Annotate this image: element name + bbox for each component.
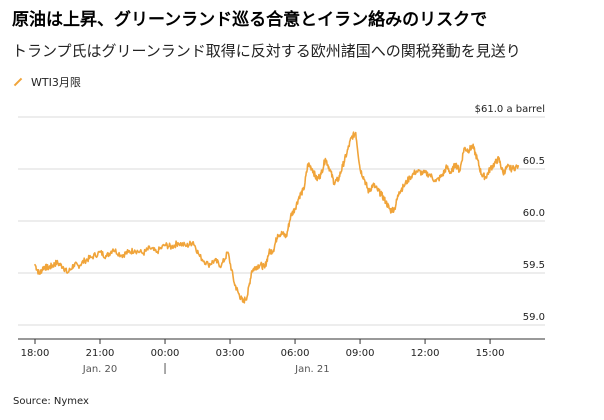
y-tick-label: 60.5	[523, 156, 545, 167]
x-tick-label: 15:00	[476, 348, 505, 359]
x-tick-label: 00:00	[151, 348, 180, 359]
series-line	[34, 131, 520, 304]
y-tick-label: 59.0	[523, 312, 545, 323]
y-tick-label: $61.0 a barrel	[475, 104, 545, 115]
y-axis-labels: $61.0 a barrel 60.5 60.0 59.5 59.0	[475, 104, 545, 323]
series-layer	[34, 131, 520, 304]
x-tick-label: 21:00	[86, 348, 115, 359]
x-tick-label: 06:00	[281, 348, 310, 359]
x-tick-label: 09:00	[346, 348, 375, 359]
x-tick-label: 12:00	[411, 348, 440, 359]
chart-title: 原油は上昇、グリーンランド巡る合意とイラン絡みのリスクで	[12, 10, 488, 30]
legend: WTI3月限	[13, 74, 81, 90]
source-note: Source: Nymex	[13, 396, 89, 407]
chart-subtitle: トランプ氏はグリーンランド取得に反対する欧州諸国への関税発動を見送り	[12, 42, 521, 60]
y-tick-label: 59.5	[523, 260, 545, 271]
x-axis: 18:00 21:00 00:00 03:00 06:00 09:00 12:00 15:00…	[18, 338, 545, 375]
x-tick-label: 18:00	[21, 348, 50, 359]
x-tick-label: 03:00	[216, 348, 245, 359]
legend-label: WTI3月限	[31, 76, 81, 89]
gridlines	[18, 116, 545, 326]
date-label: Jan. 20	[82, 364, 118, 375]
date-label: Jan. 21	[294, 364, 330, 375]
y-tick-label: 60.0	[523, 208, 545, 219]
